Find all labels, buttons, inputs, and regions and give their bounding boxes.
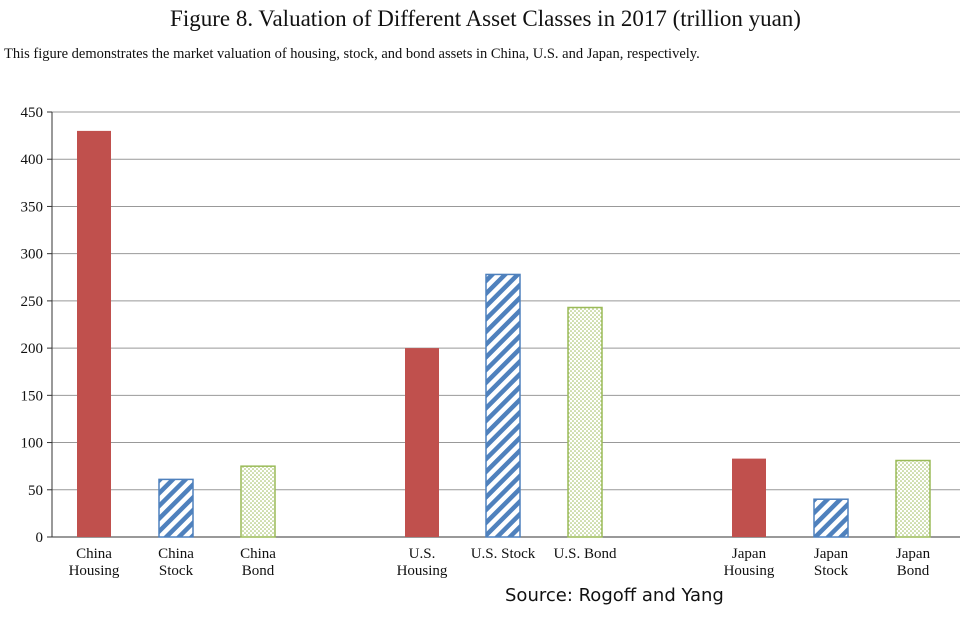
- y-tick-label: 150: [21, 388, 44, 404]
- x-tick-label: U.S. Stock: [471, 546, 536, 562]
- x-tick-label: Stock: [814, 563, 849, 579]
- x-tick-label: U.S.: [409, 546, 436, 562]
- y-tick-label: 350: [21, 199, 44, 215]
- bars: [77, 130, 931, 538]
- bar-housing: [77, 130, 111, 537]
- x-tick-label: Bond: [242, 563, 275, 579]
- bar-stock: [813, 498, 849, 538]
- y-tick-label: 0: [36, 530, 44, 546]
- bar-bond: [240, 465, 276, 538]
- x-tick-label: China: [76, 546, 112, 562]
- x-tick-label: Japan: [814, 546, 849, 562]
- x-tick-label: Housing: [724, 563, 775, 579]
- axes: 0 50 100 150 200 250 300 350 400 450: [21, 105, 960, 546]
- x-tick-label: U.S. Bond: [554, 546, 617, 562]
- x-tick-label: Bond: [897, 563, 930, 579]
- x-tick-label: Japan: [896, 546, 931, 562]
- y-tick-label: 50: [28, 483, 43, 499]
- x-tick-label: Housing: [69, 563, 120, 579]
- y-tick-label: 300: [21, 247, 44, 263]
- bar-bond: [895, 459, 931, 538]
- x-tick-labels: ChinaHousingChinaStockChinaBondU.S.Housi…: [69, 546, 931, 579]
- bar-bond: [567, 306, 603, 538]
- x-tick-label: China: [158, 546, 194, 562]
- y-tick-label: 400: [21, 152, 44, 168]
- x-tick-label: Japan: [732, 546, 767, 562]
- x-tick-label: Stock: [159, 563, 194, 579]
- bar-stock: [485, 273, 521, 538]
- y-tick-label: 250: [21, 294, 44, 310]
- bar-housing: [405, 348, 439, 537]
- y-tick-label: 200: [21, 341, 44, 357]
- chart-subtitle: This figure demonstrates the market valu…: [4, 46, 700, 62]
- bar-stock: [158, 478, 194, 538]
- x-tick-label: China: [240, 546, 276, 562]
- y-tick-label: 100: [21, 436, 44, 452]
- bar-housing: [732, 458, 766, 537]
- source-note: Source: Rogoff and Yang: [505, 585, 724, 606]
- y-tick-label: 450: [21, 105, 44, 121]
- x-tick-label: Housing: [397, 563, 448, 579]
- chart-title: Figure 8. Valuation of Different Asset C…: [170, 6, 801, 31]
